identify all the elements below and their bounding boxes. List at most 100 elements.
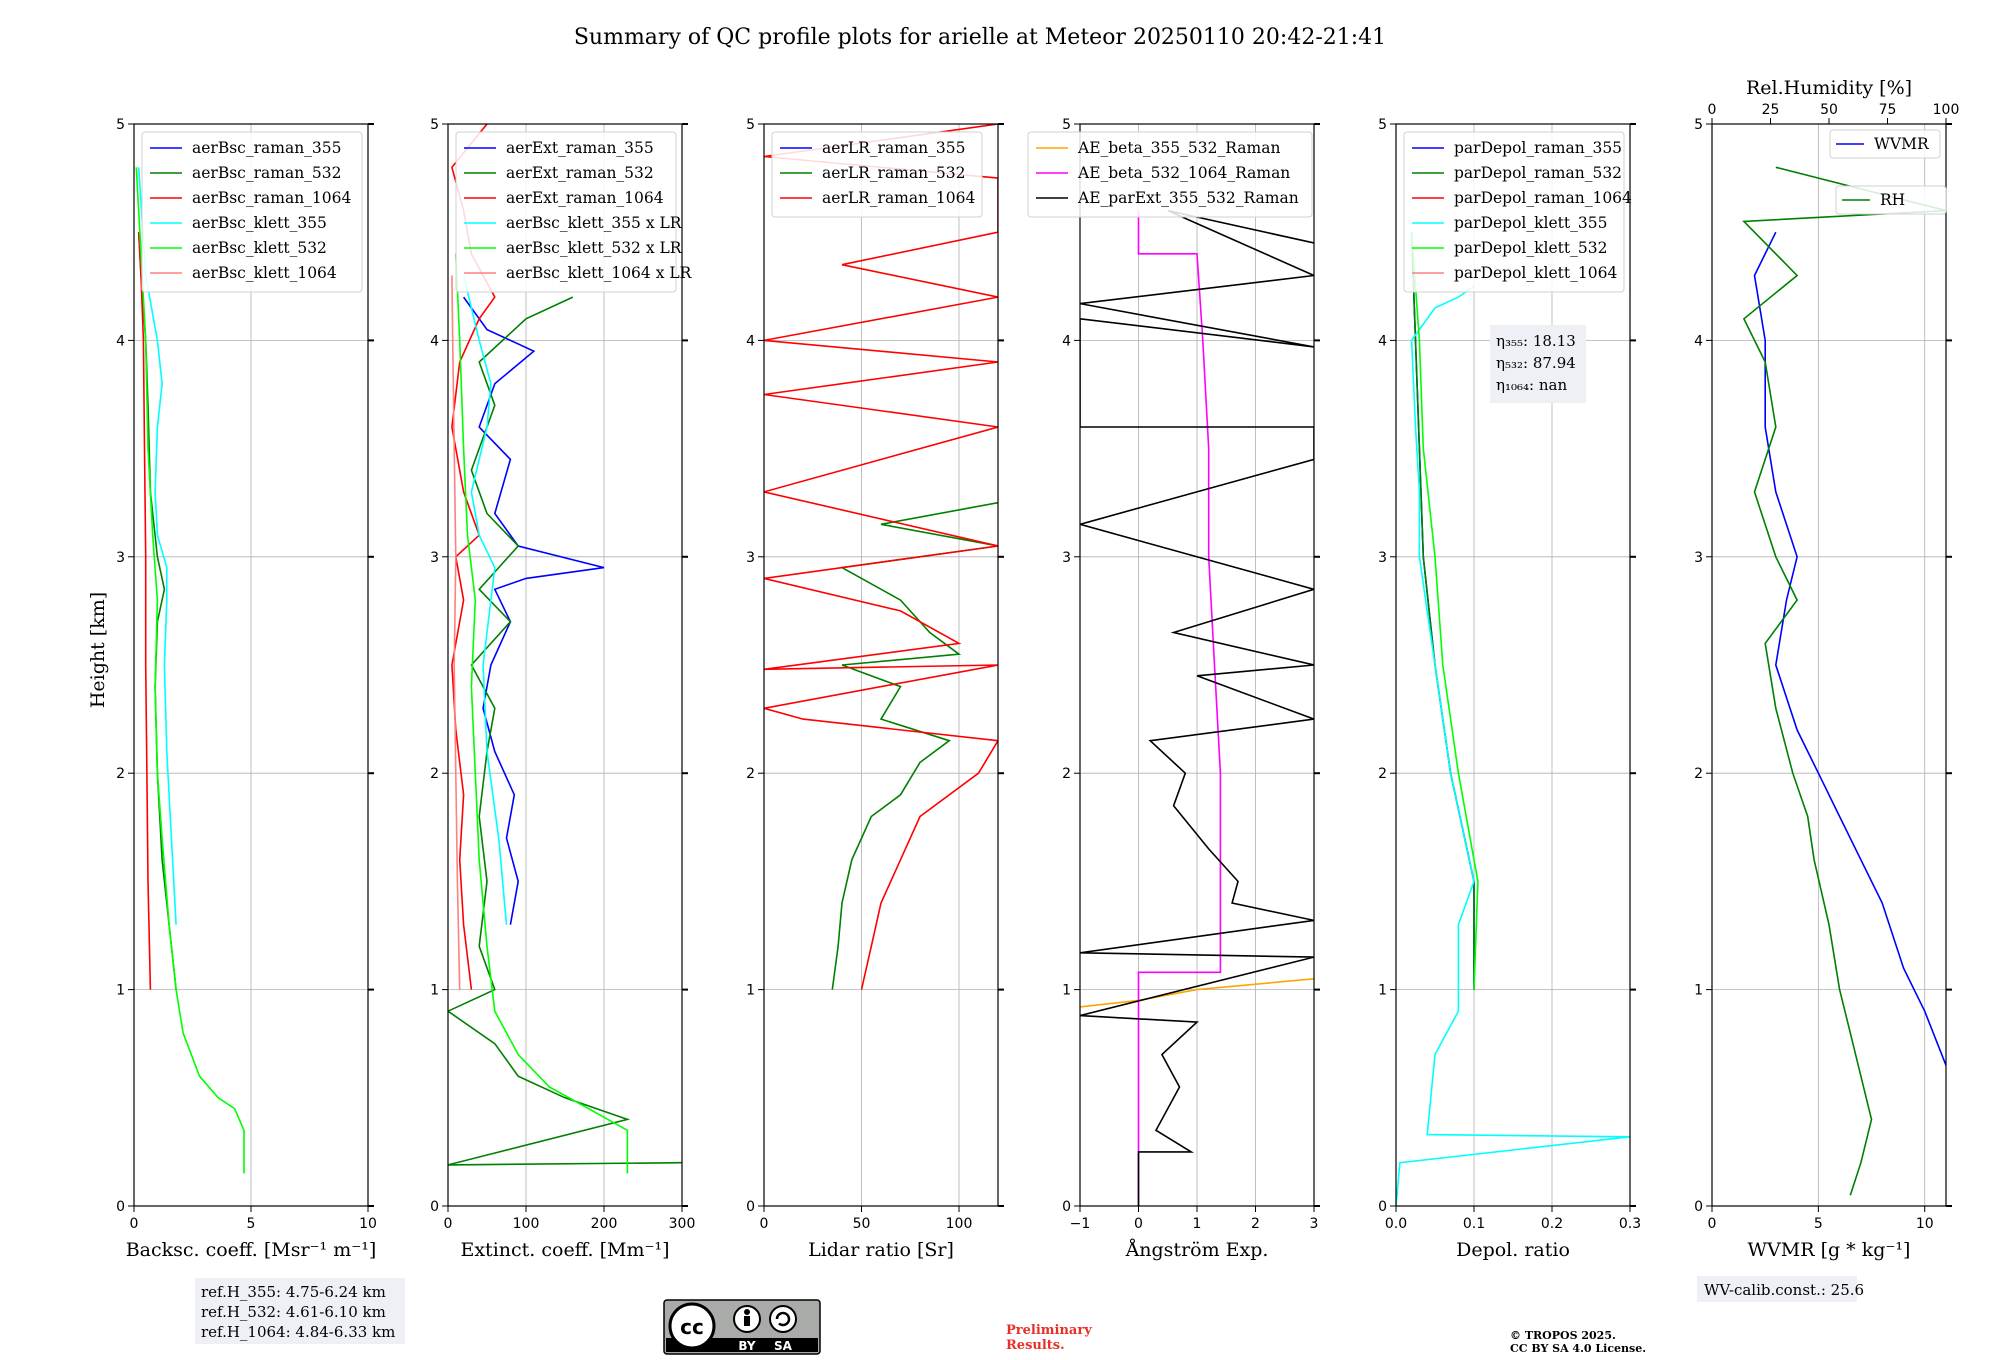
x-tick-label: 5: [1814, 1216, 1823, 1232]
legend-box: [1829, 129, 1941, 159]
y-tick-label: 5: [430, 117, 439, 133]
x-axis-label: Depol. ratio: [1456, 1239, 1570, 1261]
y-tick-label: 2: [430, 766, 439, 782]
top-tick-label: 50: [1820, 102, 1838, 118]
x-axis-label: Backsc. coeff. [Msr⁻¹ m⁻¹]: [126, 1239, 377, 1261]
legend-entry: aerLR_raman_355: [822, 139, 965, 157]
legend-lr: aerLR_raman_355 aerLR_raman_532 aerLR_rama…: [771, 131, 983, 218]
cc-license-badge: cc BY SA: [663, 1299, 821, 1355]
series-group: [764, 124, 998, 990]
x-tick-label: 0: [130, 1216, 139, 1232]
x-tick-label: 200: [591, 1216, 618, 1232]
y-tick-label: 0: [1378, 1199, 1387, 1215]
wv-calib-text: WV-calib.const.: 25.6: [1704, 1281, 1864, 1299]
x-tick-label: 10: [1916, 1216, 1934, 1232]
y-tick-label: 3: [116, 550, 125, 566]
figure-title: Summary of QC profile plots for arielle …: [574, 25, 1386, 50]
y-tick-label: 0: [116, 1199, 125, 1215]
legend-box: [771, 131, 983, 218]
legend-box: [141, 131, 363, 293]
y-tick-label: 0: [430, 1199, 439, 1215]
y-tick-label: 3: [1378, 550, 1387, 566]
legend-entry: aerBsc_klett_355 x LR: [506, 214, 683, 232]
eta-355: η₃₅₅: 18.13: [1496, 332, 1576, 350]
y-tick-label: 2: [1062, 766, 1071, 782]
ref-h-1064: ref.H_1064: 4.84-6.33 km: [201, 1323, 395, 1341]
ref-h-355: ref.H_355: 4.75-6.24 km: [201, 1283, 386, 1301]
panel-bsc: 0 5 10 0 1 2 3 4 5 Backsc. coeff. [Msr⁻¹ m⁻¹] aerB…: [116, 117, 377, 1261]
eta-532: η₅₃₂: 87.94: [1496, 354, 1576, 372]
preliminary-line2: Results.: [1006, 1338, 1065, 1353]
y-tick-label: 2: [116, 766, 125, 782]
legend-entry: aerExt_raman_1064: [506, 189, 664, 207]
legend-box: [1835, 185, 1947, 215]
legend-entry: parDepol_raman_355: [1454, 139, 1622, 157]
x-tick-label: 0: [1134, 1216, 1143, 1232]
top-tick-label: 75: [1879, 102, 1897, 118]
cc-by-label: BY: [738, 1339, 755, 1353]
x-tick-label: 100: [513, 1216, 540, 1232]
top-tick-label: 100: [1933, 102, 1960, 118]
x-tick-label: 0: [1708, 1216, 1717, 1232]
legend-entry: aerExt_raman_532: [506, 164, 654, 182]
y-axis-label: Height [km]: [87, 592, 109, 708]
legend-entry: aerBsc_klett_532 x LR: [506, 239, 683, 257]
x-tick-label: 3: [1310, 1216, 1319, 1232]
series-parDepol_raman_532: [1410, 232, 1475, 990]
y-tick-label: 4: [430, 333, 439, 349]
y-tick-label: 1: [746, 983, 755, 999]
y-tick-label: 0: [1694, 1199, 1703, 1215]
series-aerBsc_raman_1064: [137, 232, 152, 990]
legend-box: [455, 131, 677, 293]
series-group: [1080, 209, 1314, 1206]
y-tick-label: 4: [1694, 333, 1703, 349]
legend-entry: aerBsc_raman_1064: [192, 189, 352, 207]
legend-entry: aerExt_raman_355: [506, 139, 654, 157]
legend-entry: aerLR_raman_1064: [822, 189, 975, 207]
y-tick-label: 4: [1378, 333, 1387, 349]
legend-entry: WVMR: [1874, 135, 1930, 153]
y-tick-label: 5: [1378, 117, 1387, 133]
x-tick-label: 1: [1193, 1216, 1202, 1232]
legend-entry: aerBsc_klett_532: [192, 239, 327, 257]
cc-sa-label: SA: [774, 1339, 793, 1353]
axes-frame: [1395, 123, 1631, 1207]
wv-calib-box: [1697, 1276, 1857, 1302]
x-tick-label: 0.3: [1619, 1216, 1641, 1232]
panel-depol: 0.0 0.1 0.2 0.3 0 1 2 3 4 5 Depol. ratio parDepol_r…: [1378, 117, 1641, 1261]
series-parDepol_klett_355: [1396, 285, 1630, 1206]
x-tick-label: 0: [760, 1216, 769, 1232]
y-tick-label: 4: [1062, 333, 1071, 349]
x-tick-label: 0: [444, 1216, 453, 1232]
series-aerBsc_klett_532 x LR: [455, 253, 629, 1174]
x-tick-label: 0.1: [1463, 1216, 1485, 1232]
y-tick-label: 1: [1378, 983, 1387, 999]
y-tick-label: 5: [1062, 117, 1071, 133]
legend-ae: AE_beta_355_532_Raman AE_beta_532_1064_Ra…: [1027, 131, 1313, 218]
x-tick-label: 0.2: [1541, 1216, 1563, 1232]
series-parDepol_raman_355: [1410, 232, 1475, 990]
series-aerExt_raman_355: [462, 296, 605, 925]
top-tick-label: 0: [1708, 102, 1717, 118]
wv-calib: WV-calib.const.: 25.6: [1697, 1276, 1864, 1302]
y-tick-label: 2: [1378, 766, 1387, 782]
x-axis-label: WVMR [g * kg⁻¹]: [1748, 1239, 1911, 1261]
series-aerLR_raman_1064: [764, 124, 998, 990]
series-group: [1742, 166, 1946, 1196]
legend-entry: aerBsc_raman_532: [192, 164, 342, 182]
cc-icon: [668, 1302, 716, 1350]
legend-entry: AE_beta_532_1064_Raman: [1077, 164, 1290, 182]
x-axis-label: Ångström Exp.: [1125, 1239, 1269, 1261]
panel-lr: 0 50 100 0 1 2 3 4 5 Lidar ratio [Sr] aerLR_raman_…: [746, 117, 1004, 1261]
axes-frame: [447, 123, 683, 1207]
y-tick-label: 1: [1694, 983, 1703, 999]
x-tick-label: 300: [669, 1216, 696, 1232]
legend-depol: parDepol_raman_355 parDepol_raman_532 parD…: [1403, 131, 1632, 293]
ref-heights: ref.H_355: 4.75-6.24 km ref.H_532: 4.61-…: [195, 1278, 405, 1344]
x-tick-label: −1: [1070, 1216, 1091, 1232]
legend-bsc: aerBsc_raman_355 aerBsc_raman_532 aerBsc_r…: [141, 131, 363, 293]
legend-entry: aerBsc_klett_1064 x LR: [506, 264, 693, 282]
